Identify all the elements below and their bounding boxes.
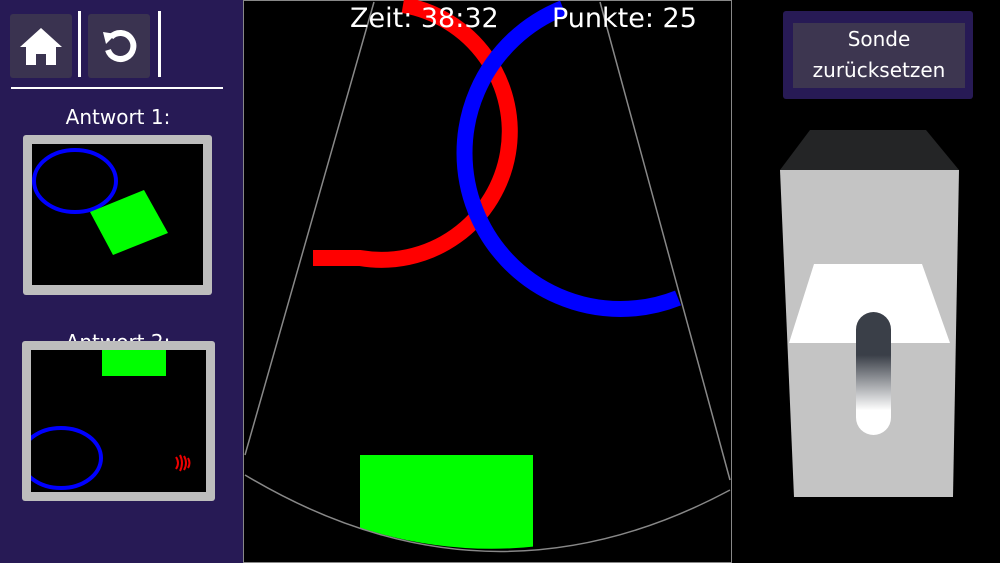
green-rectangle	[360, 455, 533, 549]
reset-label-2: zurücksetzen	[812, 58, 946, 82]
score: Punkte: 25	[552, 3, 697, 34]
restart-button[interactable]	[88, 14, 150, 78]
home-icon	[20, 28, 62, 65]
answer-2-option[interactable]	[22, 341, 215, 501]
answer-1-image	[32, 144, 203, 285]
probe-icon[interactable]	[856, 312, 891, 435]
ultrasound-image	[244, 0, 731, 553]
divider	[158, 11, 161, 77]
divider	[78, 11, 81, 77]
restart-icon	[103, 30, 137, 62]
reset-label-1: Sonde	[847, 27, 911, 51]
left-panel: Antwort 1: Antwort 2:	[0, 0, 243, 563]
answer-1-label: Antwort 1:	[65, 105, 171, 129]
reset-probe-button[interactable]: Sonde zurücksetzen	[783, 11, 973, 99]
timer: Zeit: 38:32	[350, 3, 499, 34]
blue-circle	[456, 0, 681, 317]
answer-1-option[interactable]	[23, 135, 212, 295]
ultrasound-view[interactable]: Zeit: 38:32 Punkte: 25	[243, 0, 732, 563]
probe-3d-model[interactable]	[740, 0, 1000, 563]
divider	[11, 87, 223, 89]
answer-2-image	[31, 350, 206, 492]
home-button[interactable]	[10, 14, 72, 78]
red-circle	[313, 0, 518, 268]
